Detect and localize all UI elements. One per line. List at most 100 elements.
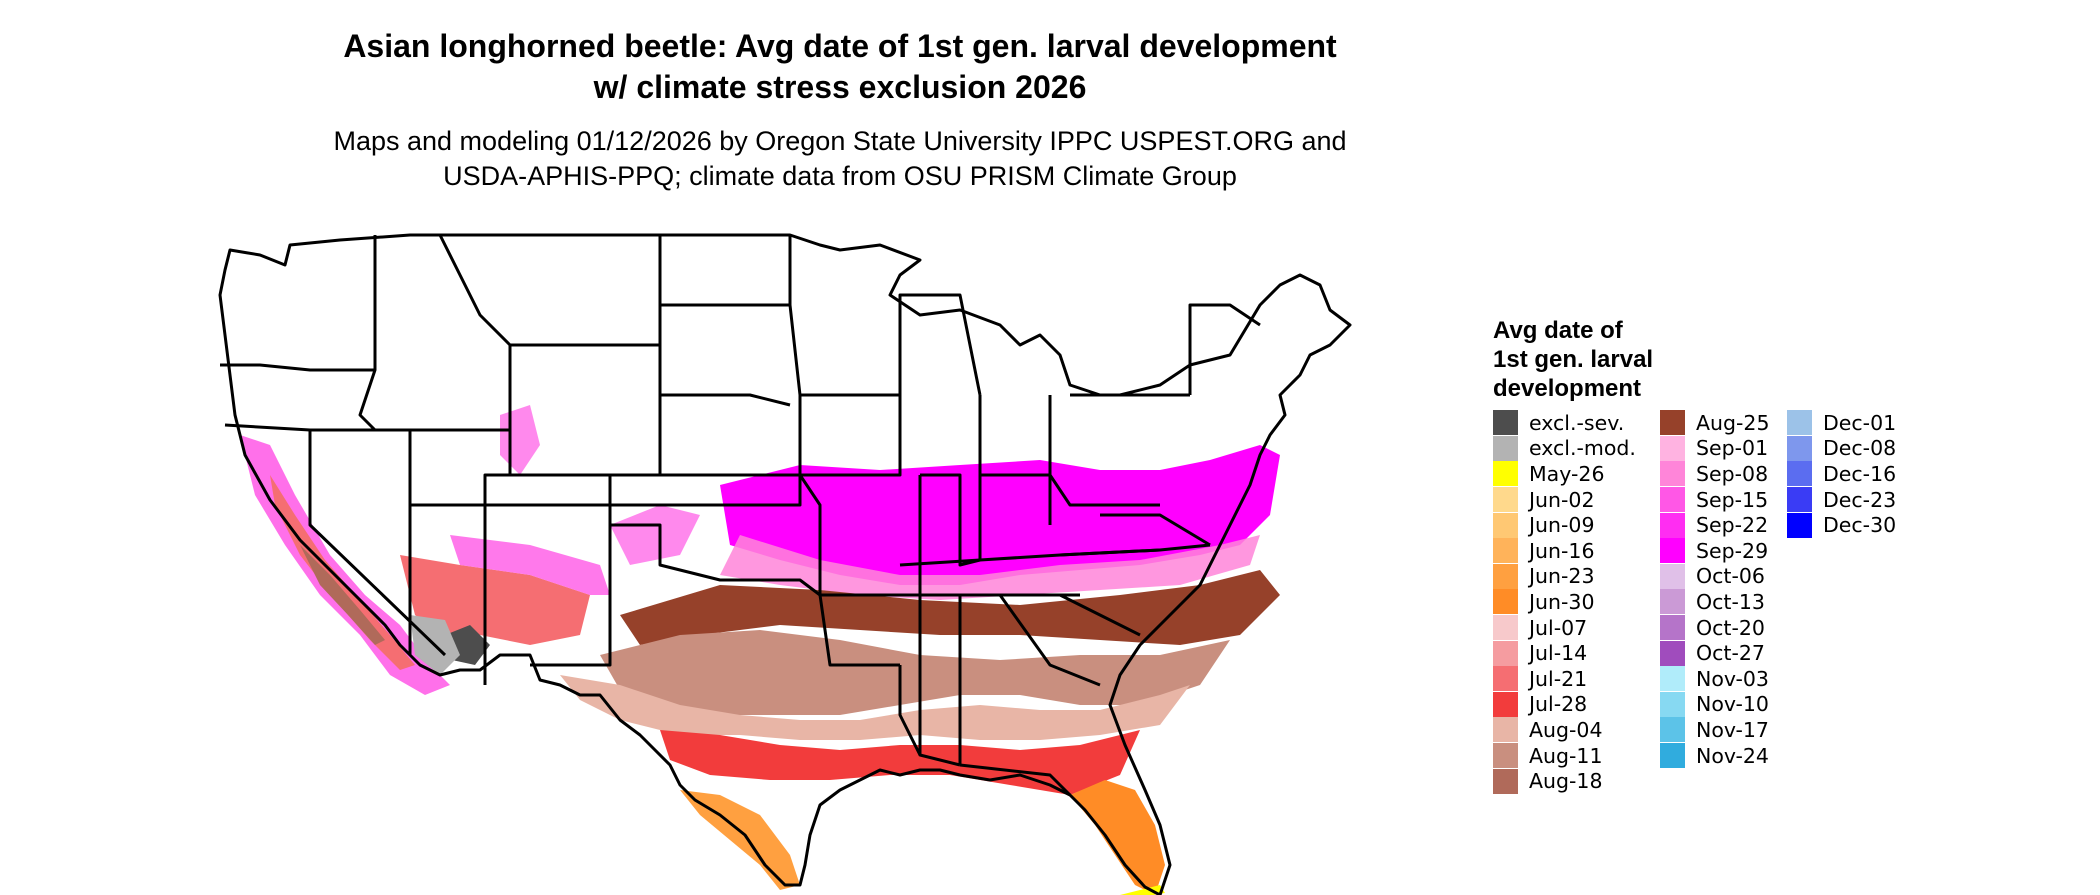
legend-label: Sep-01 [1696,436,1769,461]
legend-swatch [1493,640,1518,666]
border-ga-sc [998,594,1101,687]
legend-label: Jun-09 [1529,513,1595,538]
us-outline [218,233,1352,895]
region-nm-pink-patch [500,405,540,475]
region-southwest-red [400,555,590,645]
legend-label: Dec-01 [1823,410,1897,435]
legend-item: May-26 [1493,461,1636,487]
border-nd-mn [788,235,822,595]
border-wa-or [220,363,375,372]
legend-label: Dec-08 [1823,436,1897,461]
legend-title-line-3: development [1493,375,1642,402]
legend-item: Nov-24 [1660,743,1770,769]
border-wi-mi [898,293,982,396]
legend-swatch [1493,717,1518,743]
legend-label: Jun-23 [1529,564,1595,589]
legend-label: Sep-15 [1696,487,1769,512]
legend-swatch [1660,717,1685,743]
state-boundaries [218,233,1352,895]
legend-swatch [1493,563,1518,589]
border-nm-tx [530,505,612,667]
border-ms-al [918,595,961,767]
legend-item: Jul-28 [1493,691,1636,718]
legend-swatch [1660,666,1685,692]
legend-column-1: excl.-sev. excl.-mod. May-26 Jun-02 Jun-09 Ju… [1493,410,1636,794]
border-oh-pa [1048,395,1160,507]
legend-label: Aug-18 [1529,769,1603,794]
legend-item: Aug-25 [1660,410,1770,436]
legend-label: Oct-27 [1696,641,1765,666]
region-southwest-pink [450,535,610,595]
border-md-va [1100,513,1211,547]
border-id [358,234,512,432]
legend-swatch [1493,691,1518,717]
legend-item: Jun-09 [1493,512,1636,538]
legend-label: Dec-23 [1823,487,1897,512]
border-ar-la [818,594,900,667]
legend-label: Nov-24 [1696,743,1769,768]
legend-swatch [1787,435,1812,461]
border-ia-mo [800,395,902,477]
legend-swatch [1493,615,1518,641]
legend-label: May-26 [1529,461,1605,486]
legend-swatch [1493,538,1518,564]
border-in-oh [978,395,1052,525]
legend-label: Oct-13 [1696,589,1765,614]
legend-swatch [1493,743,1518,769]
legend-item: Jun-16 [1493,538,1636,564]
legend-item: Jul-07 [1493,615,1636,641]
legend-item: excl.-mod. [1493,435,1636,462]
border-ks-ok [610,475,802,507]
legend-label: Aug-04 [1529,717,1603,742]
legend-swatch [1660,615,1685,641]
map-subtitle: Maps and modeling 01/12/2026 by Oregon S… [240,124,1440,194]
legend-item: Dec-01 [1787,410,1896,436]
legend-label: Nov-10 [1696,692,1769,717]
legend-item: Jun-23 [1493,563,1636,590]
legend-label: Jul-14 [1529,641,1588,666]
region-south-tan [600,630,1230,715]
region-gulf-red [660,730,1140,795]
legend-swatch [1493,666,1518,692]
legend-swatch [1660,743,1685,769]
legend-label: excl.-sev. [1529,410,1625,435]
region-florida-orange [1070,780,1165,895]
legend-swatch [1493,487,1518,513]
legend-item: Aug-04 [1493,717,1636,743]
border-ga-fl [959,763,1072,797]
map-title: Asian longhorned beetle: Avg date of 1st… [240,26,1440,108]
phenology-shading [240,405,1280,895]
legend-title-line-1: Avg date of [1493,317,1623,344]
legend-column-2: Aug-25 Sep-01 Sep-08 Sep-15 Sep-22 Sep-29 Oct-… [1660,410,1770,769]
legend-swatch [1787,512,1812,538]
legend-swatch [1787,410,1812,436]
legend-swatch [1660,691,1685,717]
legend-item: Aug-11 [1493,743,1636,769]
subtitle-line-1: Maps and modeling 01/12/2026 by Oregon S… [333,126,1347,156]
legend-label: Jul-21 [1529,666,1588,691]
legend-swatch [1660,640,1685,666]
legend-swatch [1660,589,1685,615]
legend-swatch [1787,487,1812,513]
legend-item: Oct-27 [1660,640,1770,666]
region-california-brown [300,545,385,645]
subtitle-line-2: USDA-APHIS-PPQ; climate data from OSU PR… [443,161,1237,191]
legend-item: Sep-22 [1660,512,1770,538]
region-nm-pink-patch-2 [610,505,700,565]
legend-swatch [1660,512,1685,538]
legend-swatch [1493,435,1518,461]
legend-label: Oct-06 [1696,564,1765,589]
border-ok-tx [610,523,821,597]
legend-label: Jun-30 [1529,589,1595,614]
legend-label: Sep-29 [1696,538,1769,563]
legend-swatch [1660,538,1685,564]
legend-swatch [1660,487,1685,513]
border-ca-nv [308,430,447,657]
legend-swatch [1493,410,1518,436]
region-south-brown [620,570,1280,645]
legend-swatch [1660,410,1685,436]
legend-label: Nov-03 [1696,666,1769,691]
legend-title-line-2: 1st gen. larval [1493,346,1654,373]
legend-item: Dec-30 [1787,512,1896,538]
legend-item: Jul-14 [1493,640,1636,666]
